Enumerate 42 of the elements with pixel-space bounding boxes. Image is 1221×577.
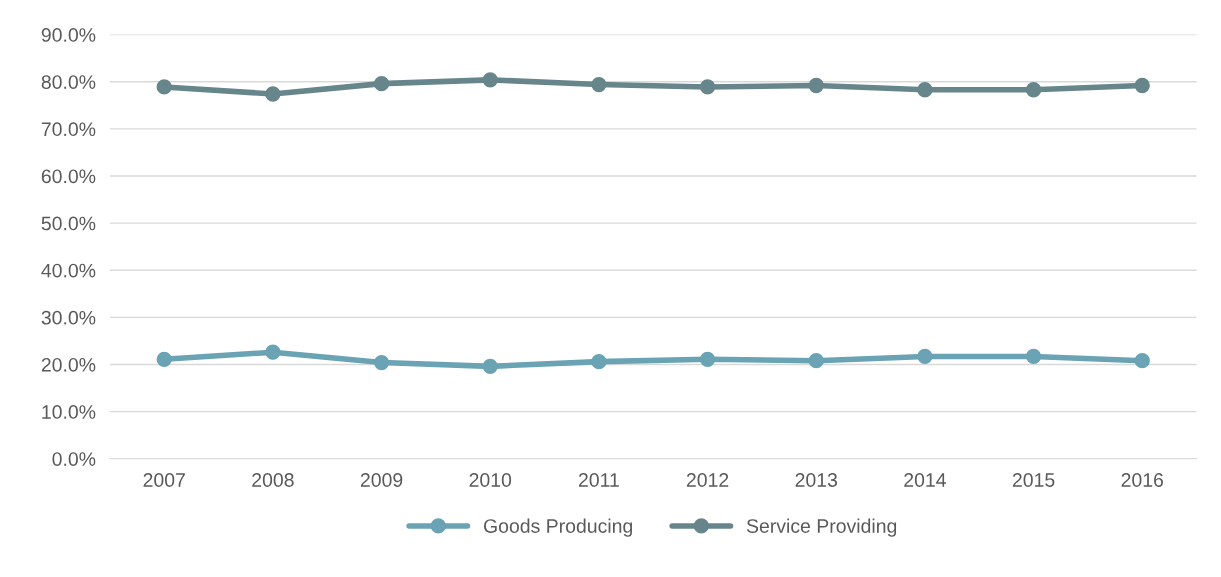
point (917, 82, 933, 98)
point (265, 86, 281, 102)
point (699, 351, 716, 367)
x-tick-label: 2014 (904, 473, 946, 487)
y-tick-label: 60.0% (41, 169, 96, 184)
point (373, 75, 390, 92)
point (1025, 82, 1042, 98)
point (156, 79, 172, 95)
point (917, 348, 933, 365)
y-tick-label: 10.0% (42, 405, 96, 419)
legend-label: Goods Producing (484, 518, 633, 537)
x-tick-label: 2008 (252, 473, 294, 487)
point (1134, 77, 1150, 94)
y-tick-label: 30.0% (41, 310, 96, 325)
x-tick-label: 2015 (1012, 473, 1055, 487)
x-tick-label: 2011 (578, 473, 619, 487)
x-tick-label: 2010 (469, 473, 512, 487)
point (808, 77, 824, 94)
x-tick-label: 2012 (686, 473, 729, 487)
point (482, 72, 498, 88)
x-tick-label: 2009 (360, 473, 403, 487)
y-tick-label: 50.0% (41, 216, 96, 231)
y-tick-label: 80.0% (41, 75, 96, 89)
legend-label: Service Providing (746, 518, 897, 537)
point (156, 351, 172, 367)
point (1025, 348, 1042, 365)
x-tick-label: 2013 (795, 473, 838, 487)
point (373, 354, 390, 371)
point (265, 344, 281, 360)
x-tick-label: 2007 (143, 473, 185, 487)
point (591, 354, 607, 370)
x-tick-label: 2016 (1121, 473, 1164, 487)
y-tick-label: 20.0% (41, 357, 96, 372)
y-tick-label: 0.0% (52, 452, 96, 466)
point (482, 358, 498, 374)
y-tick-label: 90.0% (41, 28, 96, 42)
point (699, 79, 716, 95)
y-tick-label: 40.0% (41, 263, 96, 278)
point (808, 353, 824, 369)
y-tick-label: 70.0% (41, 122, 96, 137)
point (1134, 353, 1150, 369)
point (591, 76, 607, 93)
